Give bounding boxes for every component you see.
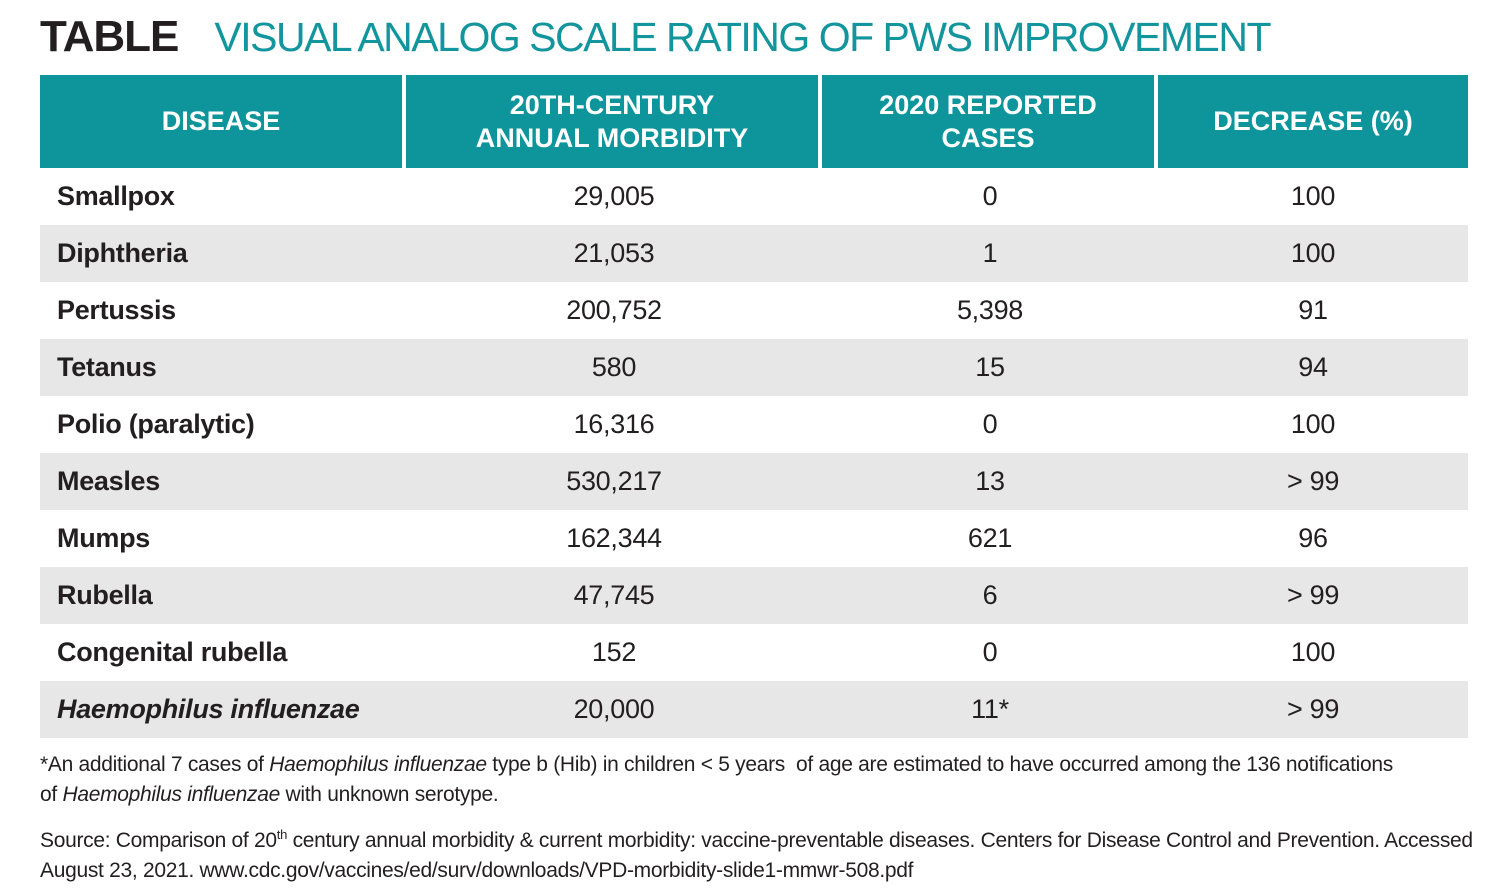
table-row: Polio (paralytic) 16,316 0 100 [40, 396, 1468, 453]
source-line: August 23, 2021. www.cdc.gov/vaccines/ed… [40, 859, 914, 882]
header-cell-cases: 2020 REPORTED CASES [822, 75, 1158, 168]
footnote-line: of Haemophilus influenzae with unknown s… [40, 783, 499, 806]
cell-decrease: > 99 [1158, 681, 1468, 738]
caption-title: VISUAL ANALOG SCALE RATING OF PWS IMPROV… [214, 14, 1271, 60]
cell-morbidity: 47,745 [406, 567, 822, 624]
cell-decrease: 100 [1290, 409, 1336, 439]
cell-morbidity: 200,752 [566, 295, 662, 325]
table-body: Smallpox 29,005 0 100 Diphtheria 21,053 1 100 Pe… [40, 168, 1468, 738]
cell-decrease: 91 [1298, 295, 1328, 325]
cell-cases: 0 [982, 637, 998, 667]
cell-disease: Smallpox [57, 181, 175, 211]
cell-decrease: 94 [1158, 339, 1468, 396]
cell-decrease: > 99 [1158, 453, 1468, 510]
table-row: Pertussis 200,752 5,398 91 [40, 282, 1468, 339]
cell-cases: 5,398 [956, 295, 1024, 325]
cell-cases: 15 [822, 339, 1158, 396]
cell-cases: 0 [982, 181, 998, 211]
cell-disease: Polio (paralytic) [57, 409, 255, 439]
cell-cases: 11* [822, 681, 1158, 738]
footnote-line: *An additional 7 cases of Haemophilus in… [40, 753, 1393, 776]
table-caption: TABLE VISUAL ANALOG SCALE RATING OF PWS … [40, 12, 1468, 61]
cell-cases: 6 [822, 567, 1158, 624]
cell-morbidity: 16,316 [573, 409, 655, 439]
cell-cases: 1 [822, 225, 1158, 282]
cell-cases: 0 [982, 409, 998, 439]
source-line: Source: Comparison of 20th century annua… [40, 827, 1473, 852]
table-row: Rubella 47,745 6 > 99 [40, 567, 1468, 624]
caption-label: TABLE [40, 12, 179, 61]
cell-disease: Congenital rubella [57, 637, 288, 667]
cell-morbidity: 21,053 [406, 225, 822, 282]
cell-morbidity: 580 [406, 339, 822, 396]
cell-decrease: > 99 [1158, 567, 1468, 624]
table-row: Congenital rubella 152 0 100 [40, 624, 1468, 681]
cell-disease: Haemophilus influenzae [40, 681, 406, 738]
cell-decrease: 100 [1158, 225, 1468, 282]
cell-decrease: 100 [1290, 637, 1336, 667]
header-cell-decrease: DECREASE (%) [1158, 75, 1468, 168]
table-header-row: DISEASE 20TH-CENTURY ANNUAL MORBIDITY 2020… [40, 75, 1468, 168]
cell-disease: Pertussis [57, 295, 176, 325]
cell-disease: Mumps [57, 523, 151, 553]
header-cell-disease: DISEASE [40, 75, 406, 168]
data-table: DISEASE 20TH-CENTURY ANNUAL MORBIDITY 2020… [40, 75, 1468, 738]
cell-cases: 13 [822, 453, 1158, 510]
cell-disease: Tetanus [40, 339, 406, 396]
cell-cases: 621 [967, 523, 1013, 553]
table-row: Mumps 162,344 621 96 [40, 510, 1468, 567]
table-row: Smallpox 29,005 0 100 [40, 168, 1468, 225]
cell-decrease: 96 [1298, 523, 1328, 553]
cell-morbidity: 29,005 [573, 181, 655, 211]
header-cell-morbidity: 20TH-CENTURY ANNUAL MORBIDITY [406, 75, 822, 168]
cell-disease: Diphtheria [40, 225, 406, 282]
cell-morbidity: 20,000 [406, 681, 822, 738]
source-citation: Source: Comparison of 20th century annua… [40, 826, 1473, 886]
table-row: Diphtheria 21,053 1 100 [40, 225, 1468, 282]
cell-morbidity: 162,344 [566, 523, 662, 553]
cell-disease: Rubella [40, 567, 406, 624]
table-row: Measles 530,217 13 > 99 [40, 453, 1468, 510]
table-row: Tetanus 580 15 94 [40, 339, 1468, 396]
cell-disease: Measles [40, 453, 406, 510]
cell-morbidity: 152 [591, 637, 637, 667]
cell-decrease: 100 [1290, 181, 1336, 211]
table-row: Haemophilus influenzae 20,000 11* > 99 [40, 681, 1468, 738]
footnote: *An additional 7 cases of Haemophilus in… [40, 750, 1468, 810]
cell-morbidity: 530,217 [406, 453, 822, 510]
